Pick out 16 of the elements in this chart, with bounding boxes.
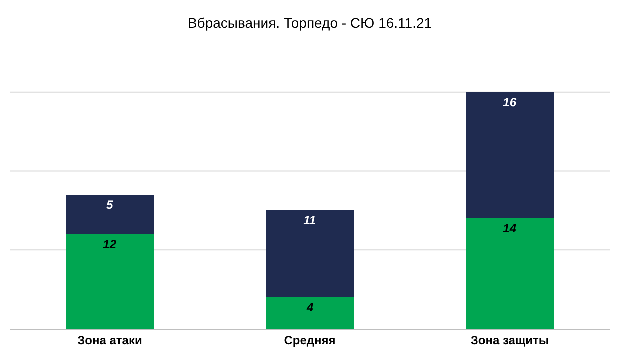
bar — [66, 194, 154, 234]
data-label: 12 — [103, 237, 117, 252]
data-label: 5 — [106, 198, 114, 212]
bar — [466, 218, 554, 329]
bar — [266, 297, 354, 329]
x-tick-label: Средняя — [284, 333, 336, 348]
bar — [66, 234, 154, 329]
x-tick-label: Зона защиты — [470, 333, 550, 348]
data-label: 4 — [306, 300, 314, 314]
bar — [466, 92, 554, 219]
bar — [266, 210, 354, 298]
data-label: 16 — [503, 95, 517, 110]
data-label: 14 — [503, 222, 517, 236]
data-label: 11 — [304, 214, 316, 228]
chart-title: Вбрасывания. Торпедо - СЮ 16.11.21 — [188, 15, 432, 31]
x-tick-label: Зона атаки — [78, 333, 142, 348]
